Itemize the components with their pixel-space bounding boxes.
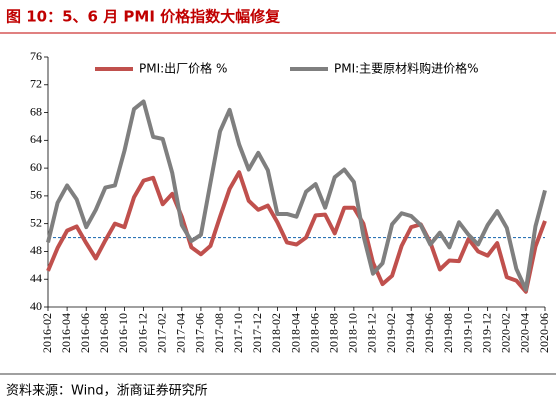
x-tick-label: 2018-12 [365, 313, 379, 353]
y-tick-label: 76 [30, 49, 42, 63]
x-tick-label: 2016-08 [97, 313, 111, 353]
x-tick-label: 2019-06 [422, 313, 436, 353]
x-tick-label: 2018-06 [307, 313, 321, 353]
line-series [46, 170, 547, 294]
x-tick-label: 2019-04 [403, 313, 417, 353]
x-tick-label: 2019-10 [460, 313, 474, 353]
x-tick-label: 2016-02 [40, 313, 54, 353]
y-tick-label: 52 [30, 215, 42, 229]
x-tick-label: 2019-08 [441, 313, 455, 353]
legend-label: PMI:主要原材料购进价格% [334, 61, 479, 76]
x-tick-label: 2020-04 [518, 313, 532, 353]
y-tick-label: 72 [30, 77, 42, 91]
x-tick-label: 2017-12 [250, 313, 264, 353]
x-tick-label: 2017-10 [231, 313, 245, 353]
x-tick-label: 2018-10 [346, 313, 360, 353]
line-series [46, 99, 547, 292]
x-tick-label: 2016-10 [116, 313, 130, 353]
x-tick-label: 2017-08 [212, 313, 226, 353]
y-tick-label: 48 [30, 243, 42, 257]
x-tick-label: 2019-12 [479, 313, 493, 353]
y-tick-label: 60 [30, 160, 42, 174]
x-tick-label: 2018-04 [288, 313, 302, 353]
x-tick-label: 2018-08 [326, 313, 340, 353]
y-tick-label: 64 [30, 132, 42, 146]
chart-title: 图 10：5、6 月 PMI 价格指数大幅修复 [6, 8, 281, 26]
x-tick-label: 2016-06 [78, 313, 92, 353]
x-tick-label: 2019-02 [384, 313, 398, 353]
y-tick-label: 40 [30, 299, 42, 313]
source: 资料来源：Wind，浙商证券研究所 [6, 383, 208, 399]
y-tick-label: 44 [30, 271, 42, 285]
x-tick-label: 2017-02 [154, 313, 168, 353]
x-tick-label: 2020-02 [499, 313, 513, 353]
x-tick-label: 2017-04 [174, 313, 188, 353]
y-tick-label: 56 [30, 188, 42, 202]
legend-label: PMI:出厂价格 % [139, 61, 227, 76]
y-tick-label: 68 [30, 104, 42, 118]
x-tick-label: 2020-06 [537, 313, 551, 353]
x-tick-label: 2016-12 [135, 313, 149, 353]
x-tick-label: 2016-04 [59, 313, 73, 353]
x-tick-label: 2017-06 [193, 313, 207, 353]
x-tick-label: 2018-02 [269, 313, 283, 353]
